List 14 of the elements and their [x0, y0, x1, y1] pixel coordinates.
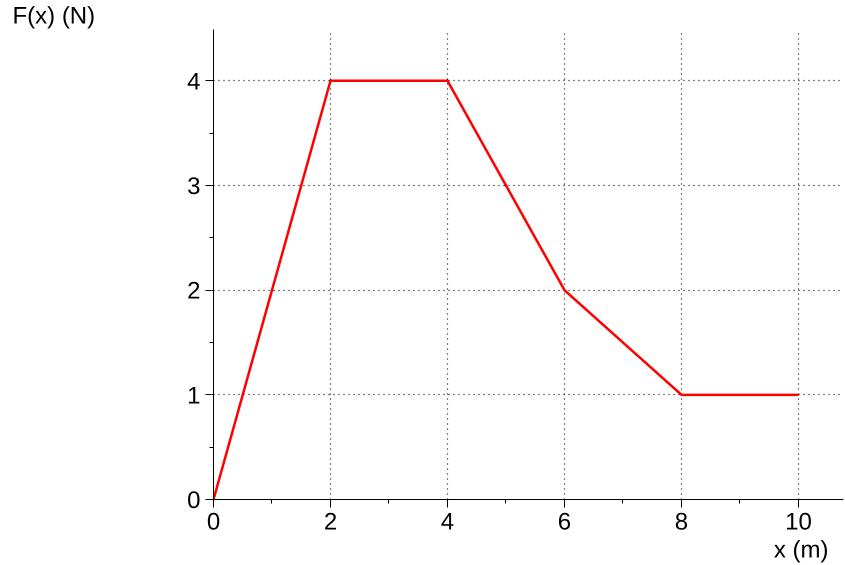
- x-axis-title: x (m): [774, 536, 829, 564]
- y-axis-title: F(x) (N): [12, 2, 96, 30]
- x-tick-label: 0: [206, 508, 220, 536]
- y-tick-label: 4: [187, 68, 201, 96]
- x-tick-label: 10: [785, 508, 812, 536]
- x-tick-label: 4: [440, 508, 454, 536]
- line-series: [214, 80, 800, 500]
- x-tick-label: 2: [324, 508, 338, 536]
- y-tick-label: 0: [187, 487, 201, 514]
- y-tick-label: 3: [187, 172, 201, 200]
- y-tick-label: 1: [187, 382, 201, 410]
- x-tick-label: 6: [558, 508, 572, 536]
- x-tick-label: 8: [674, 508, 688, 536]
- y-tick-label: 2: [187, 278, 201, 305]
